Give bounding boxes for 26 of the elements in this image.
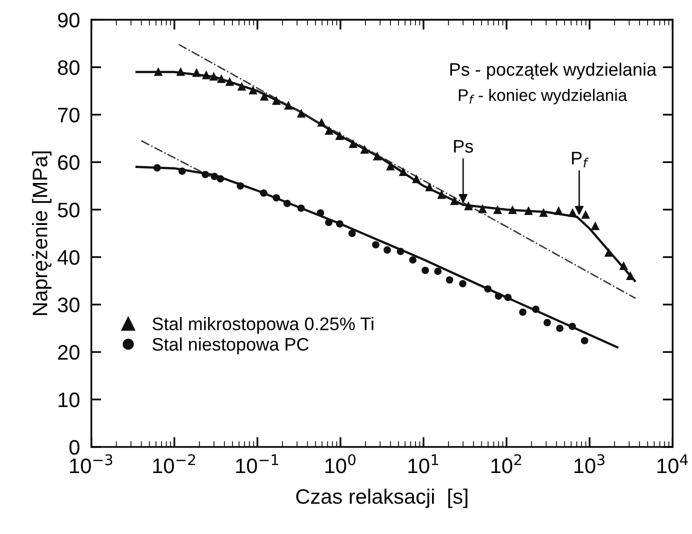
x-tick-label: 10$^{1}$ <box>408 454 438 474</box>
y-tick-label: 60 <box>58 155 80 170</box>
annotation: Ps <box>454 140 474 153</box>
y-tick-label: 0 <box>69 440 80 455</box>
legend-label: Stal mikrostopowa 0.25% Ti <box>152 317 374 334</box>
x-tick-label: 10$^{−3}$ <box>70 454 112 474</box>
y-tick-label: 30 <box>58 298 80 312</box>
y-tick-label: 40 <box>58 250 80 265</box>
y-tick-label: 20 <box>58 345 80 360</box>
y-tick-label: 50 <box>58 202 80 218</box>
y-axis-title: Naprężenie [MPa] <box>32 151 52 316</box>
y-tick-label: 80 <box>58 60 80 75</box>
annotation: Ps - początek wydzielania <box>450 62 657 80</box>
legend-label: Stal niestopowa PC <box>152 337 309 354</box>
annotation: P$_{f}$ - koniec wydzielania <box>458 88 628 104</box>
y-tick-label: 90 <box>58 12 80 28</box>
annotation: P$_{f}$ <box>572 152 589 168</box>
x-axis-title: Czas relaksacji [s] <box>296 488 468 508</box>
x-tick-label: 10$^{4}$ <box>658 454 688 474</box>
x-tick-label: 10$^{3}$ <box>574 454 604 474</box>
x-tick-label: 10$^{2}$ <box>491 454 522 474</box>
x-tick-label: 10$^{−1}$ <box>236 454 278 474</box>
y-tick-label: 70 <box>58 108 80 122</box>
y-tick-label: 10 <box>58 392 80 408</box>
x-tick-label: 10$^{0}$ <box>325 454 356 474</box>
x-tick-label: 10$^{−2}$ <box>153 454 195 474</box>
